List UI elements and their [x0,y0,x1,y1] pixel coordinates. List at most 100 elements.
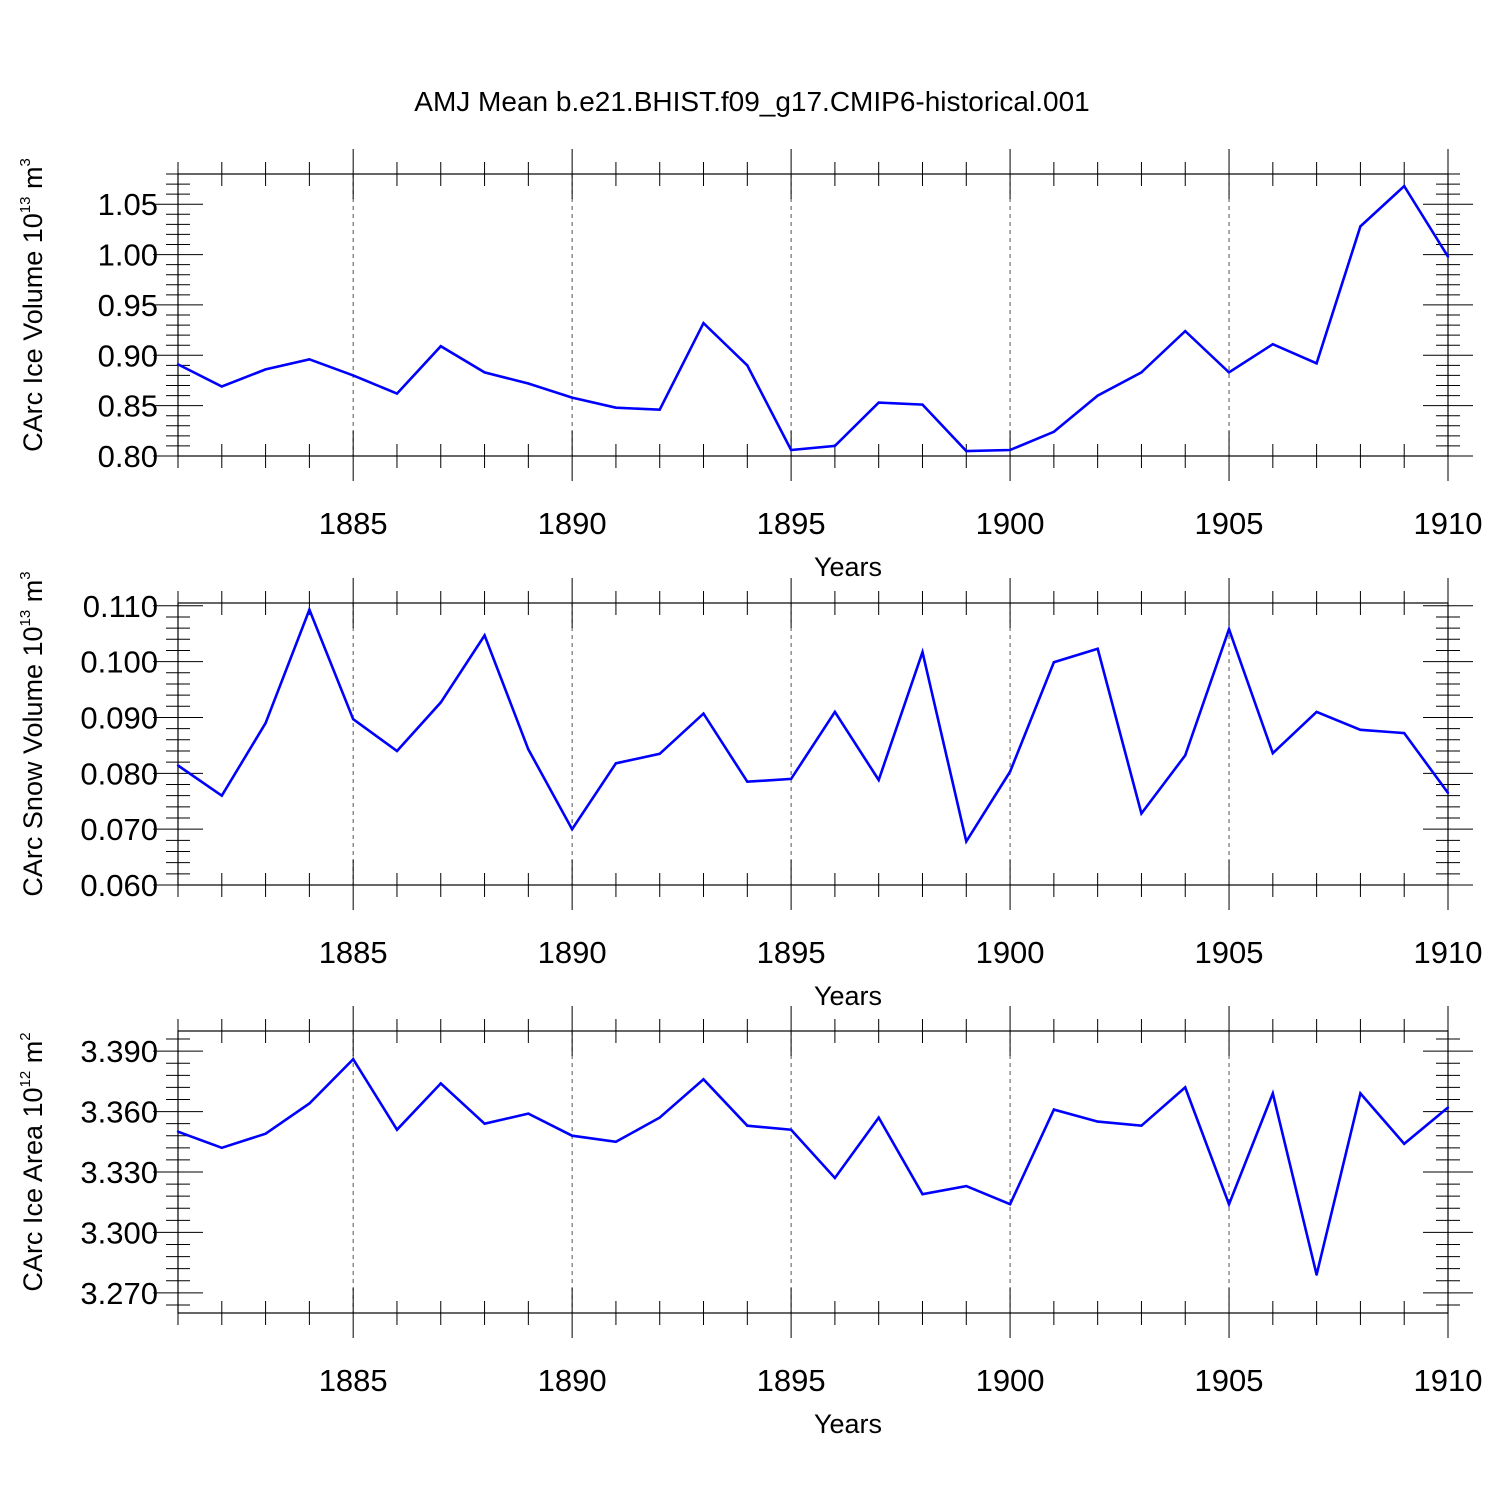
data-point [264,721,267,725]
panels: 0.80 0.85 0.90 0.95 1.00 1.05 1885 1890 1895 1900… [17,149,1482,1439]
data-point [176,764,180,767]
data-point [1446,1106,1450,1109]
data-point [351,374,355,377]
data-point [1227,628,1231,631]
x-tick-label: 1885 [319,506,388,541]
data-point [1184,1086,1187,1089]
x-tick-label: 1885 [319,1363,388,1398]
x-tick-label: 1895 [757,506,826,541]
data-point [1140,812,1143,815]
data-point [833,444,837,448]
data-point [877,778,880,782]
data-point [1052,430,1056,434]
data-point [1359,1092,1362,1095]
plot-frame [177,1030,1449,1314]
data-point [1096,647,1099,650]
data-point [877,1116,880,1119]
data-point [614,762,618,765]
data-point [351,1058,355,1061]
y-tick-label: 0.080 [80,756,158,791]
data-point [570,827,574,831]
data-point [1271,343,1275,346]
x-tick-label: 1900 [976,1363,1045,1398]
data-point [220,794,223,797]
x-tick-label: 1885 [319,935,388,970]
data-point [1446,791,1450,795]
data-point [702,712,705,715]
y-tick-label: 0.100 [80,645,158,680]
data-point [833,710,837,714]
data-point [702,1078,705,1081]
data-point [1140,1124,1143,1127]
data-point [965,840,968,843]
y-tick-label: 0.060 [80,868,158,903]
data-point [1008,448,1012,452]
plot-frame [177,173,1449,457]
y-tick-label: 0.90 [98,338,158,373]
x-axis-label: Years [814,1409,882,1439]
data-point [570,396,574,399]
data-point [527,748,530,751]
y-tick-label: 0.85 [98,389,158,424]
y-axis-label: CArc Snow Volume 1013 m3 [17,571,48,896]
data-point [395,392,399,395]
data-point [1052,1108,1056,1111]
data-point [833,1176,837,1180]
data-point [746,780,749,783]
data-point [746,364,749,367]
x-tick-label: 1895 [757,935,826,970]
data-point [1359,728,1362,731]
data-point [439,701,442,704]
data-point [921,650,924,654]
data-point [308,608,311,611]
data-point [1359,225,1362,228]
y-tick-label: 0.80 [98,439,158,474]
data-point [483,371,486,374]
x-tick-label: 1905 [1195,935,1264,970]
data-point [1096,1120,1099,1123]
x-tick-label: 1890 [538,506,607,541]
data-point [1008,770,1012,773]
data-point [658,1116,661,1119]
data-point [789,448,793,452]
y-tick-label: 3.330 [80,1155,158,1190]
series-line [177,606,1450,845]
data-point [658,752,661,755]
data-point [308,358,311,361]
data-point [1403,184,1406,188]
data-point [1184,329,1187,333]
data-point [570,1134,574,1137]
y-tick-label: 0.110 [83,589,158,624]
y-tick-label: 3.270 [80,1276,158,1311]
x-tick-label: 1895 [757,1363,826,1398]
data-point [395,749,399,753]
panel-ice-area: 3.270 3.300 3.330 3.360 3.390 1885 1890 1895 190… [17,1006,1482,1439]
y-tick-label: 3.360 [80,1095,158,1130]
data-point [1315,1273,1318,1276]
data-point [921,403,924,406]
data-point [1403,731,1406,735]
y-axis-label: CArc Ice Volume 1013 m3 [17,158,48,452]
x-axis-label: Years [814,552,882,582]
data-point [176,1130,180,1133]
x-tick-label: 1890 [538,1363,607,1398]
data-point [1315,362,1318,365]
data-point [614,406,618,409]
data-point [264,368,267,371]
data-point [220,1146,223,1150]
data-point [965,1184,968,1188]
panel-ice-volume: 0.80 0.85 0.90 0.95 1.00 1.05 1885 1890 1895 1900… [17,149,1482,582]
data-point [395,1128,399,1131]
data-point [1403,1142,1406,1146]
x-tick-label: 1910 [1414,506,1483,541]
data-point [483,1122,486,1125]
data-point [789,1128,793,1131]
panel-snow-volume: 0.060 0.070 0.080 0.090 0.100 0.110 1885 1890 18… [17,571,1482,1011]
data-point [1271,1092,1275,1095]
data-point [483,634,486,637]
y-tick-label: 3.300 [80,1215,158,1250]
series-line [177,184,1450,453]
data-point [1096,394,1099,397]
y-tick-label: 1.05 [98,187,158,222]
